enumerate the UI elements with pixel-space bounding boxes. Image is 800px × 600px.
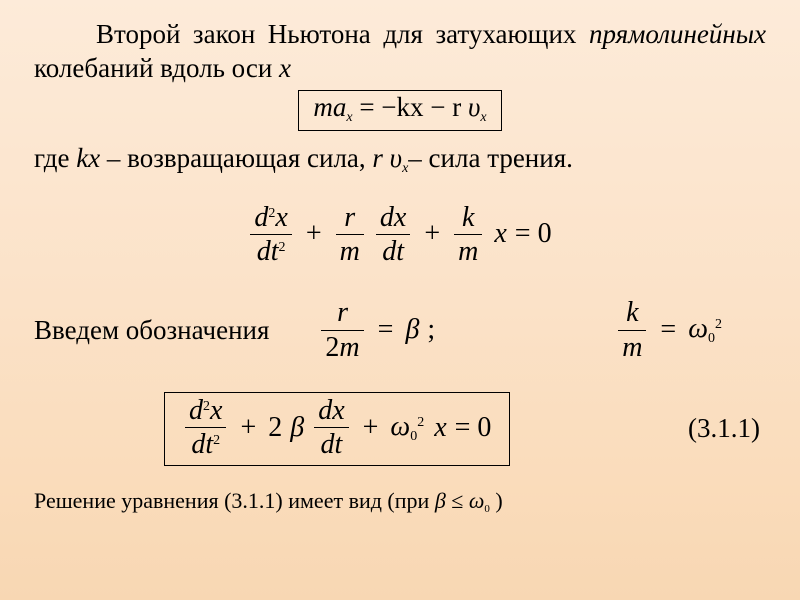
le: ≤ (446, 488, 469, 513)
eq1-ma: ma (313, 92, 346, 122)
frac-k-m-2: k m (616, 298, 648, 362)
sub0a: 0 (708, 331, 715, 346)
axis-x: x (279, 53, 291, 83)
line1b-ital: прямолинейных (589, 19, 766, 49)
eq1-upsilon: υ (468, 92, 480, 122)
beta2: β (290, 412, 304, 444)
k1: k (454, 203, 482, 235)
where-a: где (34, 143, 76, 173)
x3: x (210, 395, 222, 426)
notation-row: Введем обозначения r 2m = β ; k m = ω02 (34, 298, 766, 362)
equation-number: (3.1.1) (670, 413, 760, 444)
boxed-eq-1: max = −kx − r υx (298, 90, 501, 131)
omega1: ω (688, 313, 708, 344)
frac-r-m: r m (334, 203, 366, 267)
solution-a: Решение уравнения (3.1.1) имеет вид (при (34, 488, 435, 513)
m2: m (454, 235, 482, 266)
dt1: dt (257, 236, 279, 267)
omega3: ω (469, 488, 485, 513)
dt3: dt (191, 429, 213, 460)
frac-d2x-dt2: d2x dt2 (248, 203, 293, 267)
frac-dx-dt: dx dt (374, 203, 412, 267)
d2: d (189, 395, 203, 426)
semicolon: ; (427, 314, 435, 346)
dt2: dt (376, 235, 410, 266)
sup2d: 2 (203, 399, 210, 414)
dx1: dx (376, 203, 410, 235)
dx2: dx (314, 396, 348, 428)
k2: k (618, 298, 646, 330)
sup2f: 2 (417, 415, 424, 430)
line1b-rest: колебаний вдоль оси (34, 53, 279, 83)
x1: x (275, 202, 287, 233)
eq0b: = 0 (455, 412, 492, 444)
r2: r (321, 298, 363, 330)
solution-line: Решение уравнения (3.1.1) имеет вид (при… (34, 488, 766, 515)
omega2: ω (390, 411, 410, 442)
frac-dx-dt-b: dx dt (312, 396, 350, 460)
sub0b: 0 (410, 429, 417, 444)
sup2b: 2 (279, 240, 286, 255)
m4: m (618, 331, 646, 362)
d: d (254, 202, 268, 233)
sup2c: 2 (715, 317, 722, 332)
m1: m (336, 235, 364, 266)
eq1-mid: = −kx − r (353, 92, 468, 122)
where-b: – возвращающая сила, (100, 143, 372, 173)
two_b: 2 (268, 412, 282, 444)
paren-close: ) (490, 488, 503, 513)
frac-k-m: k m (452, 203, 484, 267)
frac-r-2m: r 2m (319, 298, 365, 362)
where-line: где kx – возвращающая сила, r υx– сила т… (34, 143, 766, 177)
m3: m (339, 332, 359, 363)
frac-d2x-dt2-b: d2x dt2 (183, 396, 228, 460)
where-c: – сила трения. (408, 143, 573, 173)
beta1: β (405, 314, 419, 346)
x2: x (492, 218, 506, 250)
intro-label: Введем обозначения (34, 315, 269, 346)
intro-paragraph: Второй закон Ньютона для затухающих прям… (34, 18, 766, 86)
two_a: 2 (325, 332, 339, 363)
eq1-sub-x2: x (480, 110, 486, 125)
x4: x (432, 412, 446, 444)
r1: r (336, 203, 364, 235)
dt4: dt (314, 428, 348, 459)
line1a: Второй закон Ньютона для затухающих (96, 19, 576, 49)
ode-equation: d2x dt2 + r m dx dt + k m x = 0 (34, 203, 766, 267)
boxed-eq-2: d2x dt2 + 2β dx dt + ω02 x = 0 (164, 392, 510, 466)
beta3: β (435, 488, 446, 513)
where-kx: kx (76, 143, 100, 173)
eq0a: = 0 (515, 218, 552, 250)
where-rv: r υ (372, 143, 402, 173)
sup2e: 2 (213, 433, 220, 448)
